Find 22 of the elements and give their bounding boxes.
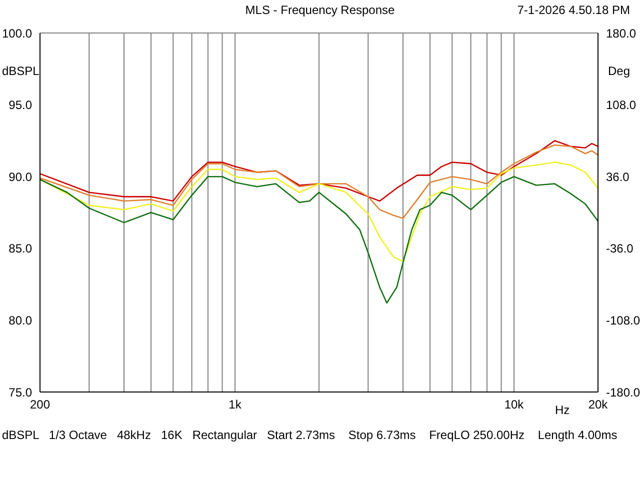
y2-tick-label: 180.0 [606,26,636,40]
x-tick-label: 200 [30,398,50,412]
y-tick-label: 75.0 [8,385,32,400]
y2-tick-label: -36.0 [606,242,634,256]
y-tick-label: 85.0 [8,242,32,256]
y-tick-label: 100.0 [2,26,32,40]
text: dBSPL 1/3 Octave 48kHz 16K Rectangular Start 2.73ms Stop 6.73ms FreqLO 250.00Hz Length 4.00ms [2,428,618,442]
chart-title: MLS - Frequency Response [245,3,395,17]
x-tick-label: 20k [588,398,609,412]
y2-tick-label: 108.0 [606,98,636,112]
y-tick-label: 80.0 [8,313,32,328]
y-axis-title: dBSPL [2,64,40,78]
y2-axis-title: Deg [608,64,630,78]
y-tick-label: 90.0 [8,170,32,184]
y2-tick-label: -108.0 [606,313,640,328]
y-tick-label: 95.0 [8,98,32,112]
x-axis-title: Hz [555,403,570,417]
y2-tick-label: -180.0 [606,385,640,400]
x-tick-label: 10k [504,398,525,412]
x-tick-label: 1k [228,398,242,412]
y2-tick-label: 36.0 [606,170,630,184]
text: 7-1-2026 4.50.18 PM [517,3,630,17]
